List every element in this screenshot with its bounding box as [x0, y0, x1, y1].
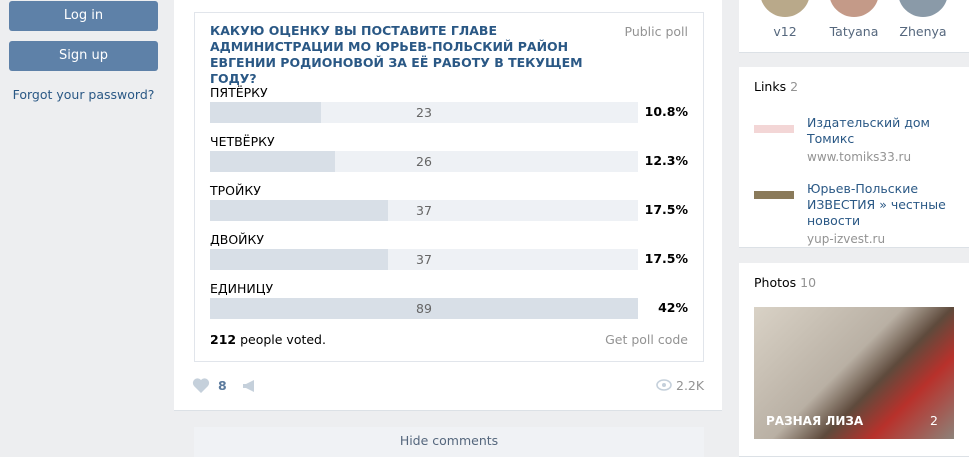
photos-header: Photos 10 — [754, 275, 816, 290]
hide-comments[interactable]: Hide comments — [194, 427, 704, 457]
option-track — [210, 151, 638, 172]
poll-total: 212 people voted. — [210, 332, 326, 347]
friend-avatar[interactable] — [760, 0, 810, 17]
option-bar — [210, 200, 388, 221]
links-count: 2 — [790, 79, 799, 94]
like-icon[interactable] — [192, 378, 210, 393]
option-bar — [210, 249, 388, 270]
album-title[interactable]: РАЗНАЯ ЛИЗА — [766, 414, 864, 428]
links-card — [739, 67, 969, 247]
link-title[interactable]: Юрьев-Польские ИЗВЕСТИЯ » честные новост… — [807, 181, 946, 228]
friend-avatar[interactable] — [829, 0, 879, 17]
option-votes: 37 — [416, 252, 432, 267]
friend-avatar[interactable] — [898, 0, 948, 17]
views-icon — [656, 379, 672, 391]
share-icon[interactable] — [243, 380, 254, 392]
option-label: ДВОЙКУ — [210, 232, 265, 247]
link-url: yup-izvest.ru — [807, 232, 886, 246]
option-label: ТРОЙКУ — [210, 183, 261, 198]
links-title: Links — [754, 79, 787, 94]
like-count: 8 — [218, 378, 227, 393]
vote-count: 212 — [210, 332, 237, 347]
forgot-link[interactable]: Forgot your password? — [12, 87, 155, 102]
option-track — [210, 102, 638, 123]
poll-code[interactable]: Get poll code — [605, 332, 688, 347]
photos-title: Photos — [754, 275, 797, 290]
friend-name[interactable]: v12 — [773, 24, 797, 39]
option-track — [210, 249, 638, 270]
option-percent: 17.5% — [644, 202, 688, 217]
option-track — [210, 298, 638, 319]
photos-count: 10 — [800, 275, 817, 290]
option-label: ПЯТЁРКУ — [210, 85, 268, 100]
option-label: ЧЕТВЁРКУ — [210, 134, 275, 149]
poll-kind: Public poll — [624, 24, 689, 39]
poll-box — [194, 12, 704, 362]
album-count: 2 — [930, 413, 938, 428]
option-percent: 12.3% — [644, 153, 688, 168]
option-track — [210, 200, 638, 221]
album-photo[interactable] — [754, 307, 954, 439]
option-votes: 23 — [416, 105, 432, 120]
option-percent: 10.8% — [644, 104, 688, 119]
post-actions — [192, 378, 254, 393]
friend-name[interactable]: Tatyana — [829, 24, 879, 39]
vote-text: people voted. — [240, 332, 326, 347]
poll-question: КАКУЮ ОЦЕНКУ ВЫ ПОСТАВИТЕ ГЛАВЕ АДМИНИСТ… — [210, 23, 583, 86]
option-label: ЕДИНИЦУ — [210, 281, 274, 296]
signup-button[interactable]: Sign up — [9, 41, 158, 71]
option-votes: 89 — [416, 301, 432, 316]
links-header: Links 2 — [754, 79, 798, 94]
option-bar — [210, 151, 336, 172]
option-bar — [210, 102, 321, 123]
login-button[interactable]: Log in — [9, 1, 158, 31]
link-title[interactable]: Издательский дом Томикс — [807, 115, 930, 146]
option-percent: 17.5% — [644, 251, 688, 266]
views-count: 2.2K — [676, 378, 705, 393]
link-url: www.tomiks33.ru — [807, 150, 912, 164]
option-percent: 42% — [658, 300, 688, 315]
link-thumb — [754, 191, 794, 199]
option-bar — [210, 298, 638, 319]
option-votes: 26 — [416, 154, 432, 169]
link-thumb — [754, 125, 794, 133]
friend-name[interactable]: Zhenya — [899, 24, 947, 39]
option-votes: 37 — [416, 203, 432, 218]
